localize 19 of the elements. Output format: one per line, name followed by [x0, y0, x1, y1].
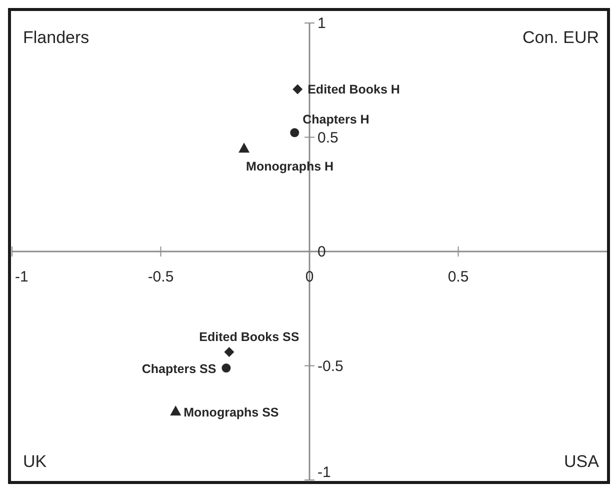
series-label: Monographs SS [184, 405, 279, 420]
x-tick-label: 0.5 [448, 268, 469, 286]
annotation: Con. EUR [522, 28, 599, 47]
x-tick-label: -1 [15, 268, 28, 286]
annotation: UK [23, 452, 48, 471]
series-label: Edited Books SS [199, 330, 300, 344]
series-label: Chapters H [302, 112, 370, 127]
y-tick-label: 0.5 [318, 129, 338, 146]
series-label: Edited Books H [308, 82, 400, 96]
series-label: Monographs H [246, 160, 334, 174]
y-tick-label: -1 [318, 464, 331, 481]
y-tick-label: 0 [318, 244, 326, 260]
annotation: USA [564, 452, 600, 471]
y-tick-label: -0.5 [318, 358, 344, 375]
x-tick-label: 0 [305, 268, 314, 286]
series-label: Chapters SS [142, 362, 216, 376]
y-tick-label: 1 [318, 15, 326, 32]
x-tick-label: -0.5 [148, 268, 174, 286]
annotation: Flanders [23, 28, 90, 47]
